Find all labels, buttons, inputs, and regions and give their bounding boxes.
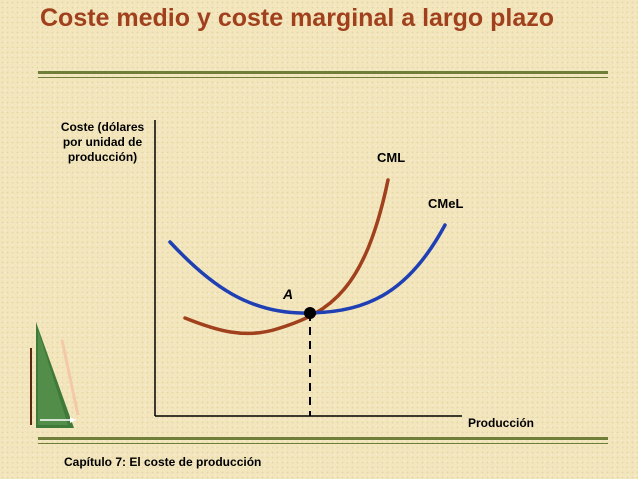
cml-label: CML <box>377 150 406 165</box>
y-axis-label: Coste (dólares por unidad de producción) <box>60 120 145 164</box>
footer-text: Capítulo 7: El coste de producción <box>64 455 262 469</box>
footer-divider <box>38 437 608 440</box>
slide-title: Coste medio y coste marginal a largo pla… <box>40 4 555 32</box>
x-axis-label: Producción <box>468 416 535 430</box>
point-a-label: A <box>283 286 294 302</box>
cml-curve <box>183 178 390 336</box>
cmel-curve <box>168 223 447 315</box>
footer-divider-thin <box>38 443 608 444</box>
point-a-marker <box>304 307 316 319</box>
decorative-triangle-icon <box>30 322 80 428</box>
title-divider <box>38 71 608 74</box>
cmel-label: CMeL <box>428 196 464 211</box>
title-divider-thin <box>38 77 608 78</box>
